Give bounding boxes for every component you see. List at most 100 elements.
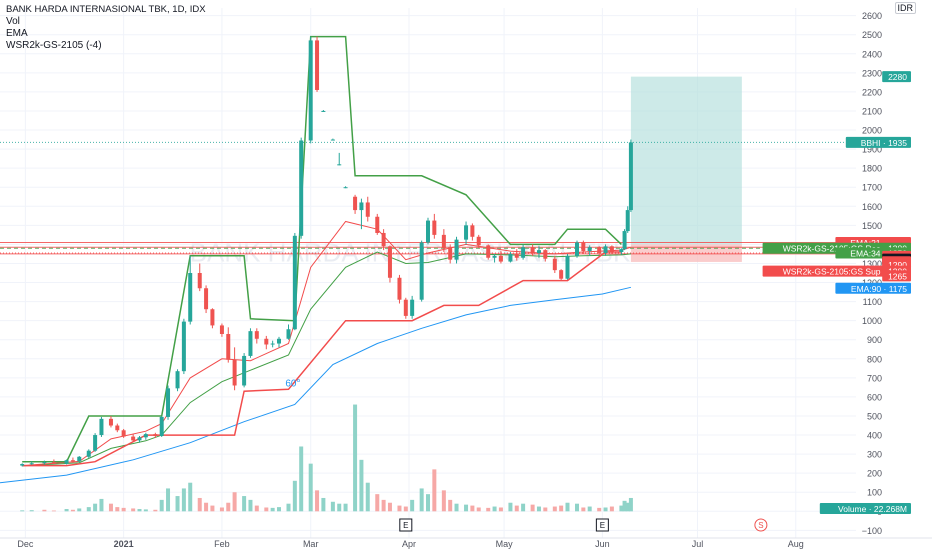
price-tick-label: 2400 bbox=[862, 49, 882, 59]
earnings-icon bbox=[595, 518, 609, 532]
volume-bar bbox=[204, 502, 209, 512]
candle bbox=[565, 253, 570, 280]
volume-bar bbox=[597, 507, 602, 512]
candle-body bbox=[508, 253, 513, 262]
volume-bar bbox=[242, 496, 247, 512]
candle bbox=[419, 240, 424, 302]
volume-bar bbox=[492, 506, 497, 512]
time-axis[interactable]: Dec 2021 Feb Mar Apr May Jun Jul Aug bbox=[0, 537, 932, 549]
candle bbox=[543, 249, 548, 262]
price-label: 1265 bbox=[882, 270, 911, 282]
candle bbox=[181, 318, 186, 375]
candle-body bbox=[181, 321, 186, 372]
candle-body bbox=[470, 225, 475, 237]
candle bbox=[597, 246, 602, 255]
candle-body bbox=[426, 220, 430, 243]
volume-bar bbox=[93, 503, 98, 512]
candle bbox=[622, 229, 627, 251]
candle-body bbox=[486, 245, 491, 258]
candle bbox=[264, 335, 269, 350]
candle-body bbox=[226, 334, 231, 360]
candle-body bbox=[153, 434, 158, 437]
candle-body bbox=[375, 216, 380, 233]
volume-bar bbox=[99, 498, 104, 512]
candle bbox=[381, 229, 386, 251]
candle bbox=[315, 36, 320, 92]
volume-bar bbox=[365, 482, 370, 512]
event-marker[interactable]: E bbox=[399, 518, 413, 532]
candle-body bbox=[330, 139, 335, 141]
candle-body bbox=[99, 418, 104, 436]
candle-body bbox=[410, 299, 415, 316]
candle bbox=[536, 246, 541, 258]
earnings-icon bbox=[399, 518, 413, 532]
ema-34-line bbox=[22, 251, 631, 467]
candle bbox=[470, 223, 475, 241]
volume-bar bbox=[521, 503, 526, 512]
event-marker-label: E bbox=[403, 521, 408, 530]
candle bbox=[464, 221, 469, 245]
candle-body bbox=[131, 436, 136, 441]
candle-body bbox=[587, 247, 592, 252]
candle bbox=[403, 297, 408, 319]
candle bbox=[337, 152, 342, 166]
price-tick-label: 400 bbox=[867, 431, 882, 441]
event-marker[interactable]: E bbox=[595, 518, 609, 532]
volume-bar bbox=[498, 507, 503, 512]
volume-bar bbox=[115, 507, 120, 512]
candle-body bbox=[51, 462, 56, 464]
time-tick-label: Mar bbox=[303, 539, 319, 549]
legend-volume[interactable]: Vol bbox=[6, 16, 20, 27]
volume-bar bbox=[286, 503, 291, 512]
volume-bar bbox=[581, 507, 586, 512]
price-label-text: EMA:90 · 1175 bbox=[851, 284, 907, 294]
volume-bar bbox=[20, 510, 25, 512]
candle-body bbox=[308, 40, 313, 141]
volume-bar bbox=[381, 499, 386, 512]
chart-legend[interactable]: BANK HARDA INTERNASIONAL TBK, 1D, IDX Vo… bbox=[6, 4, 206, 52]
candle bbox=[248, 328, 253, 358]
candle-body bbox=[365, 202, 370, 217]
legend-symbol-title[interactable]: BANK HARDA INTERNASIONAL TBK, 1D, IDX bbox=[6, 4, 206, 15]
price-label-text: 2280 bbox=[888, 72, 907, 82]
price-tick-label: 300 bbox=[867, 450, 882, 460]
candle bbox=[108, 415, 113, 428]
price-tick-label: 500 bbox=[867, 411, 882, 421]
volume-bar bbox=[143, 509, 148, 512]
candle-body bbox=[292, 235, 297, 330]
candle bbox=[410, 295, 415, 319]
legend-ema[interactable]: EMA bbox=[6, 28, 28, 39]
volume-bar bbox=[42, 509, 47, 512]
candle bbox=[232, 347, 237, 391]
volume-bar bbox=[454, 503, 459, 512]
candle-body bbox=[454, 239, 459, 260]
candle-body bbox=[353, 196, 358, 211]
candle-body bbox=[286, 329, 291, 339]
legend-indicator[interactable]: WSR2k-GS-2105 (-4) bbox=[6, 40, 102, 51]
candle bbox=[330, 138, 335, 141]
volume-bar bbox=[181, 488, 186, 512]
price-tick-label: 2500 bbox=[862, 30, 882, 40]
ema-90-line bbox=[0, 286, 632, 484]
volume-bar bbox=[137, 509, 142, 512]
candle-body bbox=[166, 388, 171, 417]
candle bbox=[521, 244, 526, 260]
price-label-text: 1265 bbox=[888, 271, 907, 281]
volume-bar bbox=[536, 506, 541, 512]
candle-body bbox=[622, 231, 627, 250]
candle bbox=[226, 327, 231, 363]
currency-badge[interactable]: IDR bbox=[894, 2, 916, 14]
price-label-bg bbox=[762, 265, 911, 277]
event-marker[interactable]: S bbox=[754, 518, 768, 532]
candle bbox=[397, 274, 402, 304]
position-tool[interactable] bbox=[630, 76, 742, 262]
volume-bar bbox=[619, 505, 624, 512]
volume-bar bbox=[543, 507, 548, 512]
price-tick-label: 200 bbox=[867, 469, 882, 479]
candle bbox=[343, 186, 348, 189]
candle-body bbox=[381, 232, 386, 247]
volume-bar bbox=[575, 503, 580, 512]
